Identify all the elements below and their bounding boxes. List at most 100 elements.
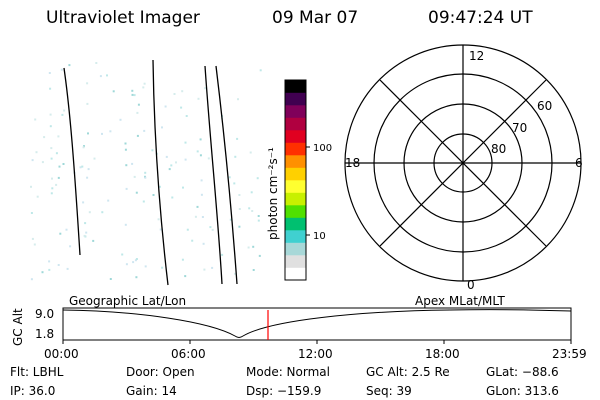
timeline-left-label: Geographic Lat/Lon bbox=[69, 294, 186, 308]
timeline-y-label-bottom: 1.8 bbox=[35, 327, 54, 341]
speckle bbox=[112, 90, 115, 93]
speckle bbox=[86, 176, 89, 179]
speckle bbox=[131, 162, 134, 165]
speckle bbox=[133, 175, 136, 178]
speckle bbox=[257, 219, 260, 222]
color-bar-cell bbox=[285, 267, 306, 281]
speckle bbox=[201, 216, 204, 218]
speckle bbox=[161, 266, 164, 269]
speckle bbox=[95, 62, 98, 64]
speckle bbox=[194, 215, 197, 218]
speckle bbox=[81, 165, 84, 168]
speckle bbox=[170, 164, 173, 167]
speckle bbox=[86, 102, 89, 105]
speckle bbox=[165, 155, 168, 158]
longitude-line-3 bbox=[204, 65, 223, 285]
timeline-x-label-2359: 23:59 bbox=[552, 347, 587, 361]
instrument-title: Ultraviolet Imager bbox=[46, 8, 200, 28]
speckle bbox=[238, 208, 241, 210]
speckle bbox=[30, 278, 33, 281]
color-bar-cell bbox=[285, 180, 306, 193]
color-bar-cell bbox=[285, 92, 306, 106]
color-bar-cell bbox=[285, 142, 306, 156]
speckle bbox=[49, 87, 52, 90]
speckle bbox=[197, 97, 200, 100]
speckle bbox=[184, 158, 187, 161]
color-bar-cells bbox=[285, 80, 306, 281]
speckle bbox=[184, 141, 187, 144]
geographic-image-panel bbox=[30, 59, 262, 286]
speckle bbox=[68, 64, 71, 67]
speckle bbox=[200, 179, 203, 182]
color-bar-cell bbox=[285, 130, 306, 143]
footer-mode: Mode: Normal bbox=[246, 365, 330, 379]
speckle bbox=[238, 225, 241, 228]
speckle bbox=[49, 113, 52, 116]
speckle bbox=[134, 259, 137, 262]
footer-gain: Gain: 14 bbox=[126, 384, 177, 398]
polar-plot bbox=[344, 44, 582, 282]
speckle bbox=[69, 245, 72, 248]
speckle bbox=[31, 159, 34, 162]
color-bar-cell bbox=[285, 80, 306, 93]
timeline-right-label: Apex MLat/MLT bbox=[415, 294, 505, 308]
speckle bbox=[109, 130, 112, 133]
footer-glon: GLon: 313.6 bbox=[486, 384, 559, 398]
mlt-label-18: 18 bbox=[345, 156, 360, 170]
speckle bbox=[252, 245, 255, 248]
speckle bbox=[62, 163, 65, 165]
color-bar-cell bbox=[285, 167, 306, 181]
speckle bbox=[184, 275, 187, 278]
speckle bbox=[250, 191, 253, 194]
speckle bbox=[257, 215, 260, 217]
speckle bbox=[144, 176, 147, 179]
speckle bbox=[196, 205, 199, 208]
color-bar-cell bbox=[285, 192, 306, 206]
speckle bbox=[234, 155, 237, 158]
footer-ip: IP: 36.0 bbox=[10, 384, 55, 398]
color-bar-unit-label: photon cm⁻²s⁻¹ bbox=[266, 147, 280, 240]
speckle bbox=[31, 237, 34, 240]
speckle bbox=[34, 118, 37, 121]
mlt-label-6: 6 bbox=[575, 156, 583, 170]
speckle bbox=[51, 187, 54, 190]
speckle bbox=[229, 218, 232, 221]
speckle bbox=[135, 276, 138, 279]
speckle bbox=[51, 177, 53, 180]
speckle bbox=[66, 267, 69, 270]
speckle bbox=[61, 113, 64, 116]
speckle bbox=[83, 234, 86, 237]
speckle bbox=[234, 272, 236, 275]
speckle bbox=[161, 126, 163, 129]
timeline-y-label-top: 9.0 bbox=[35, 307, 54, 321]
color-bar-frame bbox=[284, 79, 307, 281]
color-bar-cell bbox=[285, 242, 306, 256]
speckle bbox=[171, 196, 174, 199]
date-label: 09 Mar 07 bbox=[272, 8, 358, 28]
speckle bbox=[221, 253, 224, 256]
speckle bbox=[143, 82, 146, 85]
speckle bbox=[209, 226, 212, 229]
color-bar-cell bbox=[285, 230, 306, 243]
speckle bbox=[57, 135, 60, 138]
speckle bbox=[142, 200, 145, 203]
speckle bbox=[202, 242, 205, 245]
speckle bbox=[159, 228, 162, 231]
speckle bbox=[57, 264, 60, 266]
speckle bbox=[87, 132, 89, 135]
speckle bbox=[136, 134, 139, 137]
speckle bbox=[106, 74, 108, 77]
timeline-x-label-0000: 00:00 bbox=[44, 347, 79, 361]
mlt-label-0: 0 bbox=[467, 278, 475, 292]
speckle bbox=[41, 271, 44, 274]
mlt-label-12: 12 bbox=[469, 49, 484, 63]
speckle bbox=[259, 69, 262, 72]
speckle bbox=[92, 239, 95, 242]
speckle bbox=[88, 211, 91, 214]
speckle bbox=[48, 72, 51, 74]
timeline-axis-title: GC Alt bbox=[11, 308, 25, 346]
speckle bbox=[211, 266, 214, 269]
speckle bbox=[158, 185, 161, 188]
speckle bbox=[58, 165, 61, 168]
speckle bbox=[249, 151, 252, 154]
